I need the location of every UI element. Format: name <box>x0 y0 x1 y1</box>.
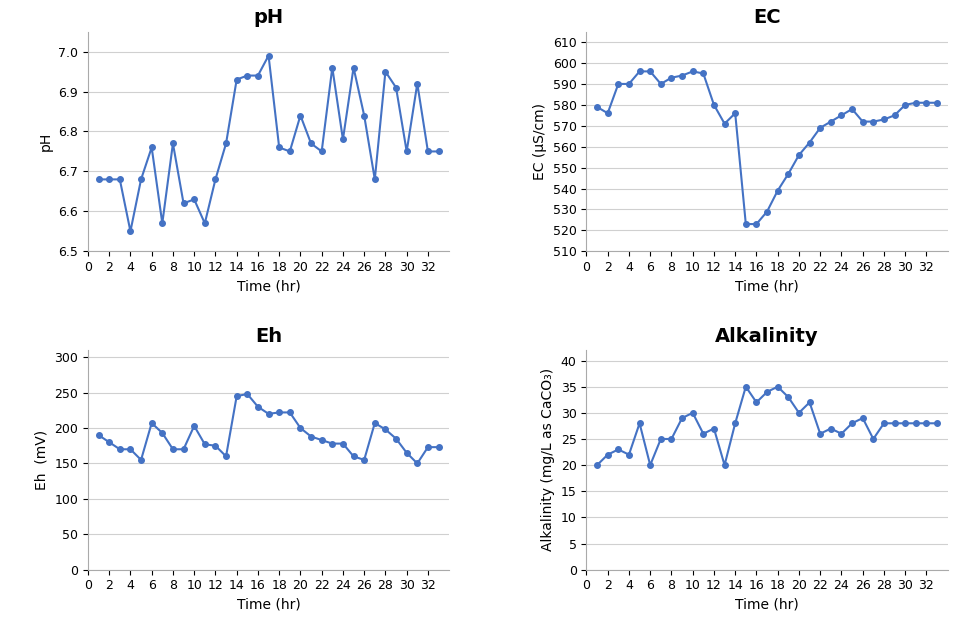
Y-axis label: Alkalinity (mg/L as CaCO₃): Alkalinity (mg/L as CaCO₃) <box>541 368 555 551</box>
Y-axis label: pH: pH <box>39 132 53 151</box>
Y-axis label: Eh  (mV): Eh (mV) <box>35 430 49 490</box>
Title: EC: EC <box>753 8 781 27</box>
Title: Alkalinity: Alkalinity <box>715 327 819 346</box>
X-axis label: Time (hr): Time (hr) <box>236 280 300 294</box>
Title: pH: pH <box>253 8 283 27</box>
X-axis label: Time (hr): Time (hr) <box>736 598 799 612</box>
Y-axis label: EC (μS/cm): EC (μS/cm) <box>533 103 547 180</box>
Title: Eh: Eh <box>255 327 282 346</box>
X-axis label: Time (hr): Time (hr) <box>236 598 300 612</box>
X-axis label: Time (hr): Time (hr) <box>736 280 799 294</box>
